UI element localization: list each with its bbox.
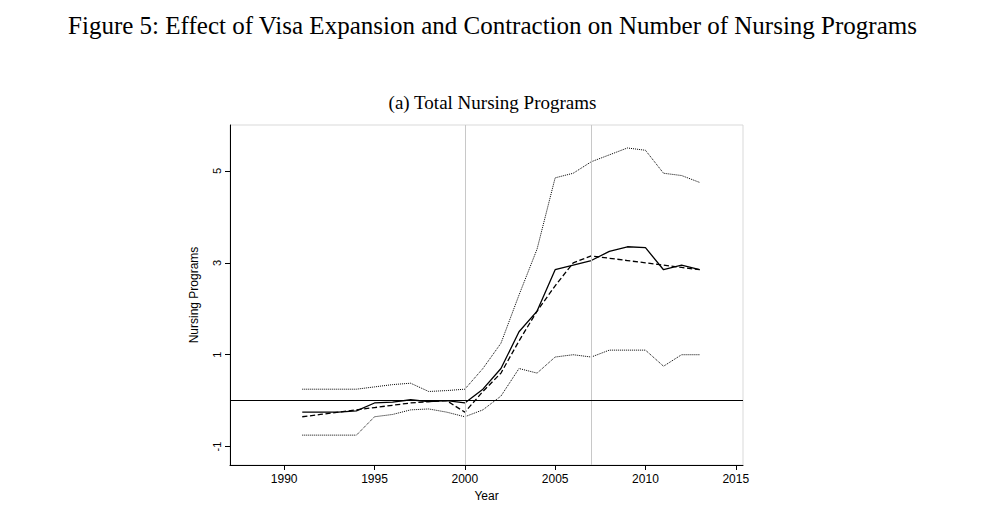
svg-text:Figure 5: Effect of Visa Expan: Figure 5: Effect of Visa Expansion and C… xyxy=(68,12,917,39)
svg-text:(a) Total Nursing Programs: (a) Total Nursing Programs xyxy=(389,92,597,114)
svg-text:1990: 1990 xyxy=(271,472,298,486)
svg-text:2010: 2010 xyxy=(632,472,659,486)
svg-text:2015: 2015 xyxy=(722,472,749,486)
svg-text:1: 1 xyxy=(211,352,223,358)
svg-text:Year: Year xyxy=(474,489,498,503)
svg-text:1995: 1995 xyxy=(361,472,388,486)
svg-text:Nursing Programs: Nursing Programs xyxy=(187,247,201,344)
svg-text:-1: -1 xyxy=(211,442,223,452)
svg-text:5: 5 xyxy=(211,168,223,174)
svg-text:2000: 2000 xyxy=(451,472,478,486)
svg-text:3: 3 xyxy=(211,260,223,266)
svg-text:2005: 2005 xyxy=(542,472,569,486)
